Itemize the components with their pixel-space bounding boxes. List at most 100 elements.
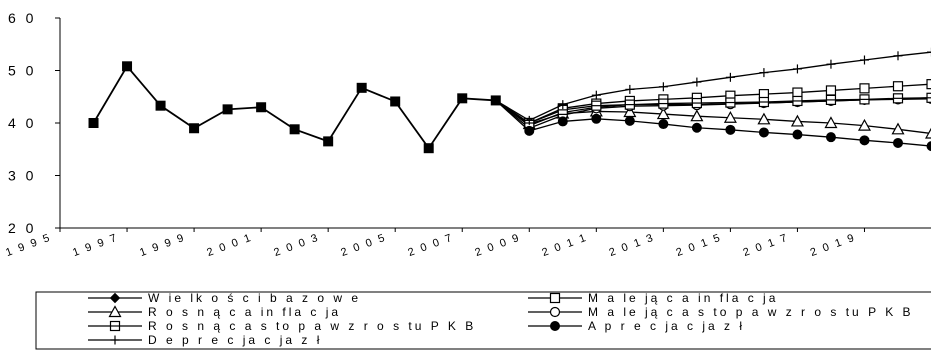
data-point [624, 115, 635, 126]
series-line [495, 83, 931, 124]
data-point [109, 320, 121, 332]
data-point [725, 97, 736, 108]
data-point [826, 59, 836, 69]
legend-item-5: R o s n ą c a s to p a w z r o s tu P K … [88, 319, 476, 333]
data-point [323, 136, 334, 147]
data-point [356, 82, 367, 93]
data-point [625, 84, 635, 94]
legend-item-7: D e p r e c ja c ja z ł [88, 333, 322, 347]
legend-frame [35, 291, 931, 350]
series-line [495, 97, 931, 124]
legend-label: M a le ją c a s to p a w z r o s tu P K … [588, 305, 914, 319]
data-point [758, 96, 770, 108]
data-point [891, 122, 905, 135]
legend-label: W ie lk o ś c i b a z o w e [148, 291, 361, 305]
series-line [495, 51, 931, 122]
data-point [108, 305, 122, 318]
data-point [88, 118, 99, 128]
data-point [824, 116, 838, 129]
y-tick-labels: 2 0 3 0 4 0 5 0 6 0 [8, 10, 36, 236]
data-point [557, 116, 568, 127]
y-tick-label: 2 0 [8, 220, 36, 236]
data-point [558, 100, 568, 110]
data-point [691, 97, 702, 109]
data-point [758, 127, 769, 138]
y-tick-label: 4 0 [8, 115, 36, 131]
data-point [926, 79, 931, 90]
axes [55, 17, 931, 232]
data-point [927, 47, 931, 57]
data-point [690, 109, 704, 122]
data-point [658, 119, 669, 130]
series-line [495, 99, 931, 147]
legend-label: R o s n ą c a in fla c ja [148, 305, 341, 319]
data-point [457, 93, 468, 104]
data-point [591, 100, 602, 111]
legend-item-2: M a le ją c a in fla c ja [528, 291, 778, 305]
data-point [222, 104, 233, 115]
data-point [256, 102, 267, 113]
data-point [549, 292, 561, 304]
y-tick-label: 6 0 [8, 10, 36, 26]
x-tick-label: 2 0 1 1 [540, 232, 589, 260]
data-point [658, 98, 669, 109]
series-6 [495, 99, 931, 152]
data-point [189, 123, 200, 134]
data-point [926, 141, 931, 152]
data-point [759, 68, 769, 78]
legend-item-3: R o s n ą c a in fla c ja [88, 305, 341, 319]
data-point [859, 55, 869, 65]
y-tick-label: 5 0 [8, 63, 36, 79]
data-point [692, 77, 702, 87]
data-point [723, 111, 737, 123]
data-point [423, 143, 434, 154]
x-tick-label: 2 0 1 3 [608, 232, 657, 260]
data-point [725, 124, 736, 135]
data-point [155, 100, 166, 111]
legend-label: R o s n ą c a s to p a w z r o s tu P K … [148, 319, 476, 333]
data-point [825, 85, 837, 96]
y-tick-label: 3 0 [8, 168, 36, 184]
data-point [859, 135, 870, 146]
data-point [792, 95, 803, 107]
data-point [289, 124, 300, 135]
data-point [524, 115, 534, 125]
data-point [591, 90, 601, 100]
x-tick-label: 1 9 9 9 [138, 232, 187, 260]
data-point [859, 83, 870, 94]
x-tick-label: 2 0 0 5 [339, 232, 388, 260]
data-point [110, 335, 120, 345]
legend: W ie lk o ś c i b a z o w e M a le ją c a… [35, 291, 931, 350]
x-tick-label: 2 0 0 7 [406, 232, 455, 260]
data-point [122, 61, 133, 72]
legend-item-6: A p r e c ja c ja z ł [528, 319, 742, 333]
data-point [792, 64, 802, 74]
x-tick-label: 2 0 0 3 [272, 232, 321, 260]
data-point [549, 306, 561, 318]
series-layer [88, 47, 931, 154]
data-point [893, 137, 903, 148]
series-7 [495, 47, 931, 125]
data-point [624, 99, 635, 110]
data-point [792, 129, 803, 140]
history-series [88, 61, 501, 154]
legend-label: D e p r e c ja c ja z ł [148, 333, 322, 347]
data-point [109, 292, 121, 304]
data-point [925, 127, 931, 139]
data-point [591, 113, 602, 124]
data-point [825, 132, 836, 143]
legend-item-1: W ie lk o ś c i b a z o w e [88, 291, 361, 305]
series-line [495, 99, 931, 135]
data-point [524, 125, 535, 136]
x-tick-label: 2 0 1 9 [809, 232, 858, 260]
data-point [893, 51, 903, 61]
x-tick-label: 2 0 1 5 [675, 232, 724, 260]
data-point [656, 107, 670, 120]
data-point [658, 82, 668, 92]
legend-label: M a le ją c a in fla c ja [588, 291, 778, 305]
data-point [725, 72, 735, 82]
data-point [859, 94, 870, 105]
data-point [792, 87, 803, 98]
